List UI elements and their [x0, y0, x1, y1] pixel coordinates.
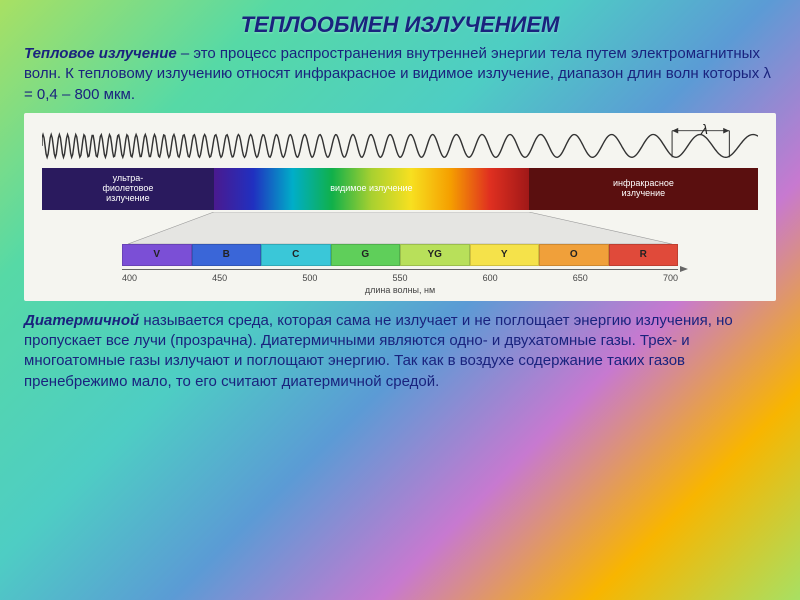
spectrum-segment: инфракрасное излучение: [529, 168, 758, 210]
axis-tick: 450: [212, 273, 227, 283]
lambda-label: λ: [701, 121, 708, 137]
intro-subtitle: Тепловое излучение: [24, 45, 177, 62]
axis-tick: 550: [392, 273, 407, 283]
color-boxes-row: VBCGYGYOR: [122, 244, 678, 266]
axis-tick: 500: [302, 273, 317, 283]
color-box: YG: [400, 244, 470, 266]
page-title: ТЕПЛООБМЕН ИЗЛУЧЕНИЕМ: [24, 12, 776, 38]
arrow-icon: [680, 266, 688, 272]
intro-paragraph: Тепловое излучение – это процесс распрос…: [24, 44, 776, 105]
color-box: B: [192, 244, 262, 266]
axis-tick: 400: [122, 273, 137, 283]
axis-tick: 700: [663, 273, 678, 283]
spectrum-bar: ультра- фиолетовое излучениевидимое излу…: [42, 168, 758, 210]
color-box: G: [331, 244, 401, 266]
spectrum-diagram: λ ультра- фиолетовое излучениевидимое из…: [24, 113, 776, 301]
axis-label: длина волны, нм: [122, 285, 678, 295]
axis-tick: 600: [483, 273, 498, 283]
color-box: Y: [470, 244, 540, 266]
body-lead: Диатермичной: [24, 312, 139, 329]
color-box: R: [609, 244, 679, 266]
wavelength-axis: 400 450 500 550 600 650 700 длина волны, нм: [122, 269, 678, 295]
body-paragraph: Диатермичной называется среда, которая с…: [24, 311, 776, 392]
color-box: C: [261, 244, 331, 266]
spectrum-segment: видимое излучение: [214, 168, 529, 210]
wave-row: λ: [42, 123, 758, 165]
color-box: V: [122, 244, 192, 266]
projection-trapezoid: [42, 212, 758, 244]
spectrum-segment: ультра- фиолетовое излучение: [42, 168, 214, 210]
wave-svg: [42, 125, 758, 163]
color-box: O: [539, 244, 609, 266]
axis-tick: 650: [573, 273, 588, 283]
